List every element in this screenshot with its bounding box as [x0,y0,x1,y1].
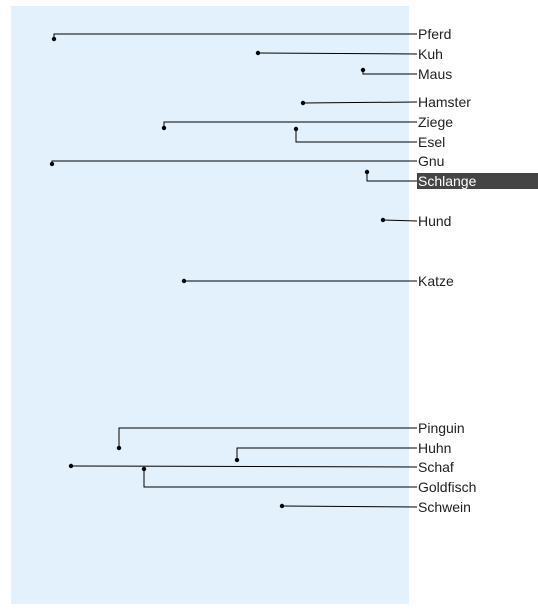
node-schlange-label[interactable]: Schlange [417,173,538,189]
node-huhn-label[interactable]: Huhn [418,440,452,456]
node-hund-label[interactable]: Hund [418,213,452,229]
node-gnu-label[interactable]: Gnu [418,153,445,169]
node-katze-label[interactable]: Katze [418,273,454,289]
node-hamster-label[interactable]: Hamster [418,94,471,110]
node-pferd-label[interactable]: Pferd [418,26,452,42]
drop-area[interactable] [11,6,409,604]
node-esel-label[interactable]: Esel [418,134,446,150]
node-kuh-label[interactable]: Kuh [418,46,443,62]
node-schaf-label[interactable]: Schaf [418,459,454,475]
node-ziege-label[interactable]: Ziege [418,114,454,130]
node-goldfisch-label[interactable]: Goldfisch [418,479,477,495]
node-schwein-label[interactable]: Schwein [418,499,471,515]
node-pinguin-label[interactable]: Pinguin [418,420,465,436]
node-maus-label[interactable]: Maus [418,66,453,82]
